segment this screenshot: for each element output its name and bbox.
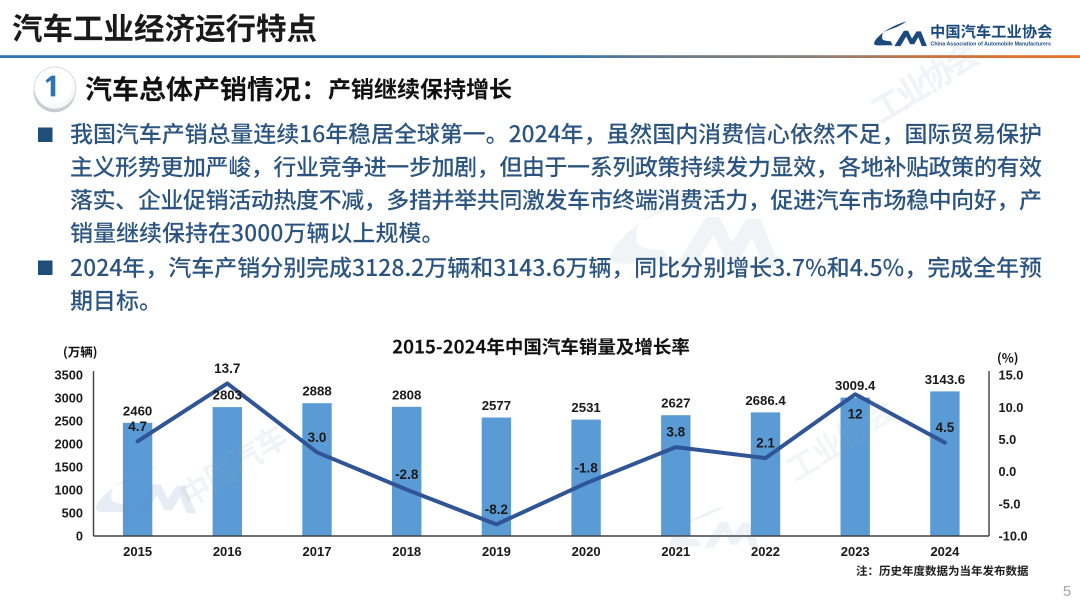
- svg-text:2023: 2023: [841, 544, 870, 559]
- svg-text:15.0: 15.0: [999, 368, 1024, 383]
- svg-text:3.8: 3.8: [666, 425, 685, 440]
- svg-text:-5.0: -5.0: [999, 496, 1021, 511]
- svg-text:2808: 2808: [392, 387, 421, 402]
- svg-text:2021: 2021: [661, 544, 690, 559]
- svg-text:2019: 2019: [482, 544, 511, 559]
- svg-text:China Association of Automobil: China Association of Automobile Manufact…: [931, 42, 1052, 48]
- svg-text:1500: 1500: [55, 460, 83, 475]
- svg-text:-10.0: -10.0: [999, 529, 1028, 544]
- svg-text:3.0: 3.0: [308, 430, 327, 445]
- svg-text:2460: 2460: [123, 403, 152, 418]
- svg-text:-8.2: -8.2: [485, 502, 508, 517]
- svg-text:4.7: 4.7: [128, 419, 147, 434]
- svg-text:2.1: 2.1: [756, 436, 775, 451]
- svg-text:3500: 3500: [55, 368, 83, 383]
- svg-text:2803: 2803: [213, 388, 242, 403]
- svg-text:2017: 2017: [303, 544, 332, 559]
- svg-text:10.0: 10.0: [999, 400, 1024, 415]
- svg-text:2015: 2015: [123, 544, 152, 559]
- svg-text:-1.8: -1.8: [574, 461, 598, 476]
- svg-text:2000: 2000: [55, 437, 83, 452]
- svg-text:13.7: 13.7: [214, 361, 240, 376]
- svg-text:3000: 3000: [55, 391, 83, 406]
- svg-text:5.0: 5.0: [999, 432, 1017, 447]
- svg-text:0: 0: [76, 529, 83, 544]
- svg-text:500: 500: [62, 506, 83, 521]
- svg-text:12: 12: [848, 406, 863, 421]
- svg-text:4.5: 4.5: [936, 420, 955, 435]
- svg-text:3143.6: 3143.6: [925, 372, 965, 387]
- svg-text:2888: 2888: [302, 384, 331, 399]
- svg-text:2686.4: 2686.4: [745, 393, 786, 408]
- svg-text:0.0: 0.0: [999, 464, 1017, 479]
- svg-text:1000: 1000: [55, 483, 83, 498]
- svg-text:2016: 2016: [213, 544, 242, 559]
- svg-text:2577: 2577: [482, 398, 511, 413]
- svg-text:2020: 2020: [572, 544, 601, 559]
- svg-text:2024: 2024: [930, 544, 960, 559]
- svg-text:5: 5: [1063, 583, 1071, 600]
- svg-text:3009.4: 3009.4: [835, 378, 876, 393]
- svg-text:2500: 2500: [55, 414, 83, 429]
- svg-text:2018: 2018: [392, 544, 421, 559]
- svg-text:2627: 2627: [661, 396, 690, 411]
- svg-text:-2.8: -2.8: [395, 467, 419, 482]
- svg-text:2531: 2531: [571, 400, 600, 415]
